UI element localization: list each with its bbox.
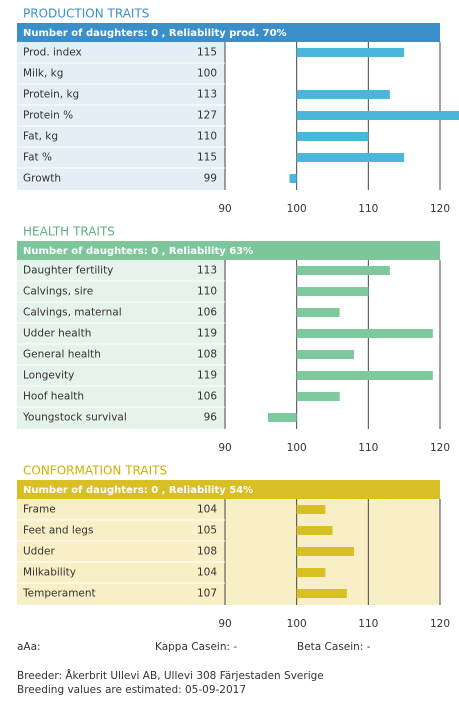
row-label: General health	[23, 349, 101, 361]
bar	[296, 266, 390, 275]
x-tick-label: 120	[430, 442, 450, 454]
bar	[296, 48, 405, 57]
label-panel	[17, 42, 225, 190]
bar	[296, 589, 347, 598]
value-label: 110	[197, 286, 217, 298]
header-band	[17, 241, 440, 260]
value-label: 108	[197, 349, 217, 361]
breeder: Breeder: Åkerbrit Ullevi AB, Ullevi 308 …	[17, 669, 324, 682]
section-title: PRODUCTION TRAITS	[23, 7, 149, 21]
plot-area	[225, 260, 440, 429]
bar	[296, 526, 333, 535]
row-label: Udder health	[23, 328, 91, 340]
row-label: Youngstock survival	[22, 412, 127, 424]
kappa-casein: Kappa Casein: -	[155, 641, 237, 653]
value-label: 96	[204, 412, 218, 424]
bar	[296, 547, 354, 556]
bar	[296, 90, 390, 99]
bar	[296, 568, 326, 577]
value-label: 99	[204, 173, 217, 185]
value-label: 127	[197, 110, 217, 122]
header-band	[17, 23, 440, 42]
x-tick-label: 110	[358, 203, 378, 215]
row-label: Calvings, sire	[23, 286, 93, 298]
bar	[296, 350, 354, 359]
x-tick-label: 100	[287, 203, 307, 215]
x-tick-label: 120	[430, 203, 450, 215]
value-label: 107	[197, 588, 217, 600]
value-label: 108	[197, 546, 217, 558]
value-label: 113	[197, 265, 217, 277]
x-tick-label: 90	[218, 618, 231, 630]
bar	[296, 111, 459, 120]
aaa: aAa:	[17, 641, 41, 653]
row-label: Feet and legs	[23, 525, 93, 537]
row-label: Daughter fertility	[23, 265, 113, 277]
row-label: Temperament	[22, 588, 96, 600]
x-tick-label: 100	[287, 618, 307, 630]
value-label: 104	[197, 504, 217, 516]
value-label: 115	[197, 47, 217, 59]
bar	[268, 413, 297, 422]
value-label: 100	[197, 68, 217, 80]
value-label: 113	[197, 89, 217, 101]
value-label: 115	[197, 152, 217, 164]
bar	[289, 174, 297, 183]
estimated-date: Breeding values are estimated: 05-09-201…	[17, 684, 246, 696]
bar	[296, 132, 369, 141]
header-text: Number of daughters: 0 , Reliability 54%	[23, 485, 253, 496]
label-panel	[17, 499, 225, 605]
x-tick-label: 110	[358, 618, 378, 630]
row-label: Milk, kg	[23, 68, 63, 80]
x-tick-label: 100	[287, 442, 307, 454]
value-label: 106	[197, 307, 217, 319]
x-tick-label: 90	[218, 203, 231, 215]
row-label: Hoof health	[23, 391, 84, 403]
row-label: Fat, kg	[23, 131, 58, 143]
row-label: Protein, kg	[23, 89, 79, 101]
beta-casein: Beta Casein: -	[297, 641, 371, 653]
bar	[296, 329, 433, 338]
value-label: 119	[197, 328, 217, 340]
value-label: 105	[197, 525, 217, 537]
row-label: Calvings, maternal	[23, 307, 122, 319]
section-title: HEALTH TRAITS	[23, 225, 115, 239]
bar	[296, 392, 340, 401]
value-label: 119	[197, 370, 217, 382]
row-label: Fat %	[23, 152, 52, 164]
bar	[296, 308, 340, 317]
x-tick-label: 90	[218, 442, 231, 454]
row-label: Growth	[23, 173, 61, 185]
x-tick-label: 120	[430, 618, 450, 630]
bar	[296, 371, 433, 380]
row-label: Udder	[23, 546, 55, 558]
header-text: Number of daughters: 0 , Reliability pro…	[23, 28, 287, 39]
bar	[296, 505, 326, 514]
row-label: Milkability	[23, 567, 76, 579]
row-label: Protein %	[23, 110, 73, 122]
value-label: 104	[197, 567, 217, 579]
header-text: Number of daughters: 0 , Reliability 63%	[23, 246, 253, 257]
bar	[296, 287, 369, 296]
section-title: CONFORMATION TRAITS	[23, 464, 167, 478]
value-label: 110	[197, 131, 217, 143]
row-label: Longevity	[23, 370, 74, 382]
header-band	[17, 480, 440, 499]
row-label: Prod. index	[23, 47, 82, 59]
value-label: 106	[197, 391, 217, 403]
x-tick-label: 110	[358, 442, 378, 454]
bar	[296, 153, 405, 162]
row-label: Frame	[23, 504, 56, 516]
